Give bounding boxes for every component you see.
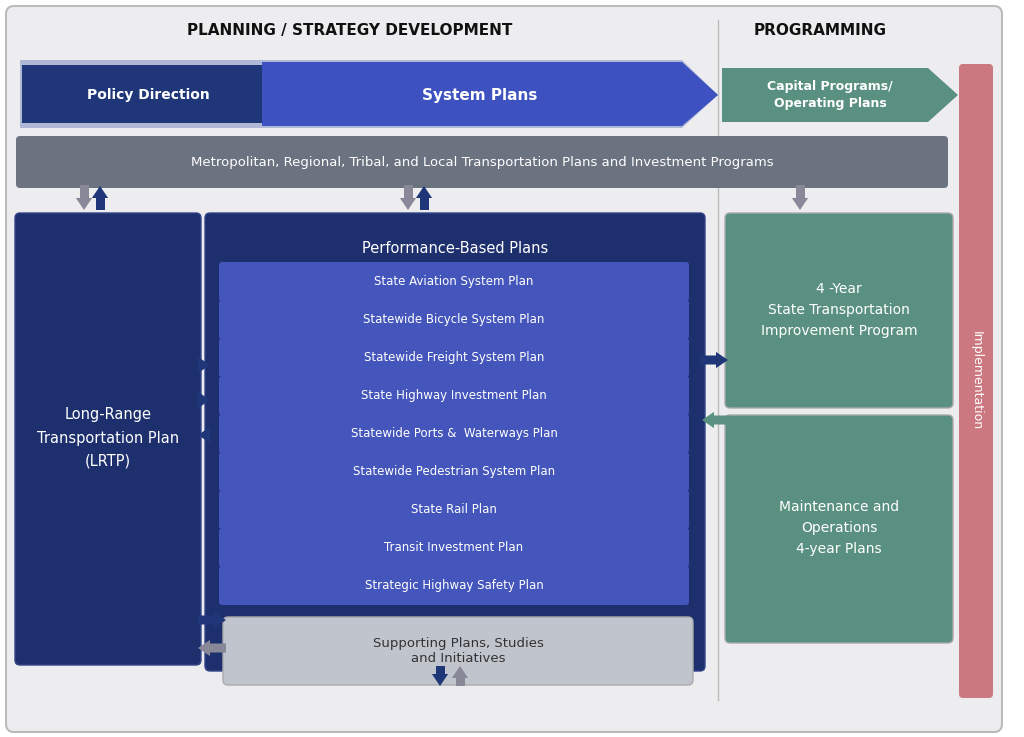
FancyBboxPatch shape <box>223 617 693 685</box>
Polygon shape <box>456 678 465 686</box>
FancyBboxPatch shape <box>219 528 689 567</box>
Polygon shape <box>262 62 718 126</box>
Text: State Highway Investment Plan: State Highway Investment Plan <box>361 389 547 402</box>
Text: State Aviation System Plan: State Aviation System Plan <box>375 275 534 288</box>
FancyBboxPatch shape <box>219 376 689 415</box>
FancyBboxPatch shape <box>725 213 953 408</box>
Text: Performance-Based Plans: Performance-Based Plans <box>361 240 548 256</box>
Text: Transit Investment Plan: Transit Investment Plan <box>384 541 523 554</box>
FancyBboxPatch shape <box>959 64 993 698</box>
Polygon shape <box>198 357 210 373</box>
FancyBboxPatch shape <box>219 338 689 377</box>
FancyBboxPatch shape <box>725 415 953 643</box>
Polygon shape <box>403 185 413 198</box>
Text: Implementation: Implementation <box>970 332 982 430</box>
Polygon shape <box>80 185 88 198</box>
Polygon shape <box>76 198 92 210</box>
FancyBboxPatch shape <box>16 136 948 188</box>
Polygon shape <box>435 666 444 674</box>
FancyBboxPatch shape <box>219 414 689 453</box>
Text: Strategic Highway Safety Plan: Strategic Highway Safety Plan <box>365 579 544 592</box>
Text: Metropolitan, Regional, Tribal, and Local Transportation Plans and Investment Pr: Metropolitan, Regional, Tribal, and Loca… <box>190 156 773 169</box>
Polygon shape <box>22 65 304 123</box>
Polygon shape <box>95 198 104 210</box>
Text: Policy Direction: Policy Direction <box>87 88 209 102</box>
FancyBboxPatch shape <box>219 490 689 529</box>
Polygon shape <box>198 427 210 443</box>
FancyBboxPatch shape <box>6 6 1002 732</box>
Text: Statewide Bicycle System Plan: Statewide Bicycle System Plan <box>364 313 545 326</box>
Polygon shape <box>432 674 449 686</box>
Polygon shape <box>796 185 805 198</box>
FancyBboxPatch shape <box>219 300 689 339</box>
Polygon shape <box>20 60 718 128</box>
Polygon shape <box>452 666 468 678</box>
Polygon shape <box>400 198 416 210</box>
Text: PROGRAMMING: PROGRAMMING <box>754 23 887 38</box>
Text: Supporting Plans, Studies
and Initiatives: Supporting Plans, Studies and Initiative… <box>373 637 544 665</box>
Text: Capital Programs/
Operating Plans: Capital Programs/ Operating Plans <box>767 80 893 110</box>
Text: PLANNING / STRATEGY DEVELOPMENT: PLANNING / STRATEGY DEVELOPMENT <box>187 23 513 38</box>
Polygon shape <box>198 640 226 656</box>
FancyBboxPatch shape <box>219 566 689 605</box>
Text: Statewide Ports &  Waterways Plan: Statewide Ports & Waterways Plan <box>350 427 557 440</box>
Polygon shape <box>700 352 728 368</box>
FancyBboxPatch shape <box>219 452 689 491</box>
FancyBboxPatch shape <box>219 262 689 301</box>
Text: 4 -Year
State Transportation
Improvement Program: 4 -Year State Transportation Improvement… <box>761 282 918 338</box>
Polygon shape <box>198 612 226 628</box>
FancyBboxPatch shape <box>205 213 705 671</box>
Polygon shape <box>722 68 958 122</box>
Text: Long-Range
Transportation Plan
(LRTP): Long-Range Transportation Plan (LRTP) <box>37 407 179 469</box>
Text: Maintenance and
Operations
4-year Plans: Maintenance and Operations 4-year Plans <box>779 500 899 556</box>
Text: Statewide Freight System Plan: Statewide Freight System Plan <box>364 351 544 364</box>
Polygon shape <box>702 412 730 428</box>
Polygon shape <box>792 198 808 210</box>
Text: System Plans: System Plans <box>422 88 538 102</box>
Polygon shape <box>92 186 109 198</box>
Polygon shape <box>198 392 210 408</box>
Polygon shape <box>416 186 432 198</box>
Text: State Rail Plan: State Rail Plan <box>411 503 497 516</box>
FancyBboxPatch shape <box>15 213 201 665</box>
Polygon shape <box>420 198 428 210</box>
Text: Statewide Pedestrian System Plan: Statewide Pedestrian System Plan <box>353 465 555 478</box>
